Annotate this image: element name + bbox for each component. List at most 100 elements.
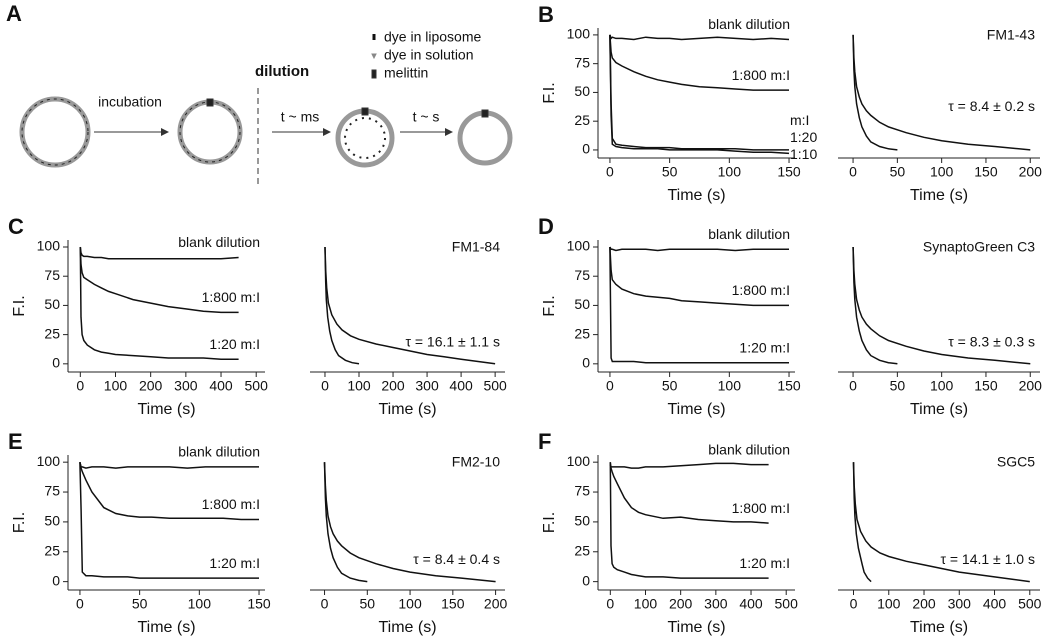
x-tick-label: 50 — [890, 378, 906, 394]
y-tick-label: 25 — [574, 542, 590, 558]
y-tick-label: 50 — [574, 83, 590, 99]
legend-icon — [371, 69, 377, 79]
y-tick-label: 25 — [44, 542, 60, 558]
x-axis-label: Time (s) — [667, 401, 725, 418]
x-tick-label: 300 — [415, 378, 439, 394]
series-label: 1:800 m:I — [732, 500, 790, 516]
x-tick-label: 100 — [718, 378, 742, 394]
annotation: τ = 8.4 ± 0.4 s — [413, 551, 500, 567]
x-tick-label: 300 — [948, 596, 972, 612]
x-tick-label: 500 — [1018, 596, 1042, 612]
y-tick-label: 100 — [37, 453, 61, 469]
series-line — [324, 246, 496, 365]
x-tick-label: 150 — [974, 164, 998, 180]
y-tick-label: 25 — [574, 325, 590, 341]
y-axis-label: F.I. — [11, 512, 28, 533]
x-tick-label: 150 — [441, 596, 465, 612]
x-tick-label: 200 — [1019, 164, 1043, 180]
annotation: m:I — [790, 112, 809, 128]
legend-label: dye in solution — [384, 47, 474, 63]
x-axis-label: Time (s) — [910, 187, 968, 204]
x-tick-label: 300 — [174, 378, 198, 394]
x-tick-label: 300 — [704, 596, 728, 612]
series-label: 1:800 m:I — [732, 282, 790, 298]
x-tick-label: 0 — [321, 596, 329, 612]
melittin-pore — [481, 109, 489, 118]
x-axis-label: Time (s) — [378, 619, 436, 636]
x-tick-label: 50 — [360, 596, 376, 612]
x-tick-label: 50 — [662, 164, 678, 180]
x-tick-label: 400 — [209, 378, 233, 394]
series-line — [852, 246, 1031, 365]
chart-title: SynaptoGreen C3 — [923, 239, 1035, 255]
series-line — [609, 246, 789, 364]
x-tick-label: 100 — [398, 596, 422, 612]
x-tick-label: 200 — [1019, 378, 1043, 394]
dilution-label: dilution — [255, 63, 309, 80]
chart-title: SGC5 — [997, 454, 1035, 470]
y-tick-label: 50 — [44, 513, 60, 529]
x-tick-label: 400 — [983, 596, 1007, 612]
series-line — [609, 462, 769, 579]
panel-label: C — [8, 214, 24, 239]
y-tick-label: 100 — [567, 453, 591, 469]
series-label: 1:20 — [790, 129, 817, 145]
x-tick-label: 100 — [634, 596, 658, 612]
y-tick-label: 0 — [582, 572, 590, 588]
x-tick-label: 0 — [606, 378, 614, 394]
x-tick-label: 200 — [484, 596, 508, 612]
series-line — [79, 246, 239, 360]
series-line — [609, 34, 789, 91]
melittin-pore — [206, 98, 214, 107]
y-tick-label: 100 — [567, 238, 591, 254]
x-tick-label: 150 — [777, 378, 801, 394]
x-tick-label: 100 — [930, 164, 954, 180]
x-axis-label: Time (s) — [378, 401, 436, 418]
series-line — [609, 34, 790, 41]
x-tick-label: 50 — [890, 164, 906, 180]
x-tick-label: 0 — [850, 596, 858, 612]
panel-label: E — [8, 429, 23, 454]
step-label: t ~ s — [413, 109, 440, 125]
x-tick-label: 50 — [132, 596, 148, 612]
y-tick-label: 100 — [37, 238, 61, 254]
series-label: blank dilution — [708, 441, 790, 457]
x-axis-label: Time (s) — [910, 619, 968, 636]
series-label: blank dilution — [178, 234, 260, 250]
x-tick-label: 500 — [775, 596, 799, 612]
y-tick-label: 50 — [574, 513, 590, 529]
y-tick-label: 25 — [44, 325, 60, 341]
series-label: 1:800 m:I — [202, 289, 260, 305]
annotation: τ = 8.4 ± 0.2 s — [948, 98, 1035, 114]
x-tick-label: 100 — [347, 378, 371, 394]
y-axis-label: F.I. — [11, 295, 28, 316]
y-tick-label: 0 — [52, 355, 60, 371]
x-tick-label: 0 — [76, 378, 84, 394]
series-line — [323, 462, 496, 583]
y-tick-label: 50 — [574, 296, 590, 312]
series-label: blank dilution — [178, 444, 260, 460]
series-line — [609, 34, 789, 151]
series-line — [79, 246, 239, 314]
x-tick-label: 500 — [483, 378, 507, 394]
x-tick-label: 200 — [381, 378, 405, 394]
series-line — [609, 246, 789, 307]
y-tick-label: 75 — [574, 483, 590, 499]
series-line — [852, 462, 872, 583]
y-tick-label: 50 — [44, 296, 60, 312]
series-line — [852, 34, 1031, 151]
series-line — [852, 246, 898, 365]
x-tick-label: 50 — [662, 378, 678, 394]
x-tick-label: 150 — [247, 596, 271, 612]
chart-title: FM1-43 — [987, 27, 1035, 43]
x-tick-label: 200 — [669, 596, 693, 612]
x-tick-label: 0 — [606, 164, 614, 180]
series-label: 1:20 m:I — [209, 555, 260, 571]
series-label: 1:20 m:I — [739, 555, 790, 571]
series-label: 1:800 m:I — [202, 496, 260, 512]
liposome-dye — [344, 117, 386, 159]
x-tick-label: 0 — [849, 164, 857, 180]
x-axis-label: Time (s) — [137, 619, 195, 636]
panel-label: B — [538, 2, 554, 27]
legend-label: dye in liposome — [384, 29, 481, 45]
